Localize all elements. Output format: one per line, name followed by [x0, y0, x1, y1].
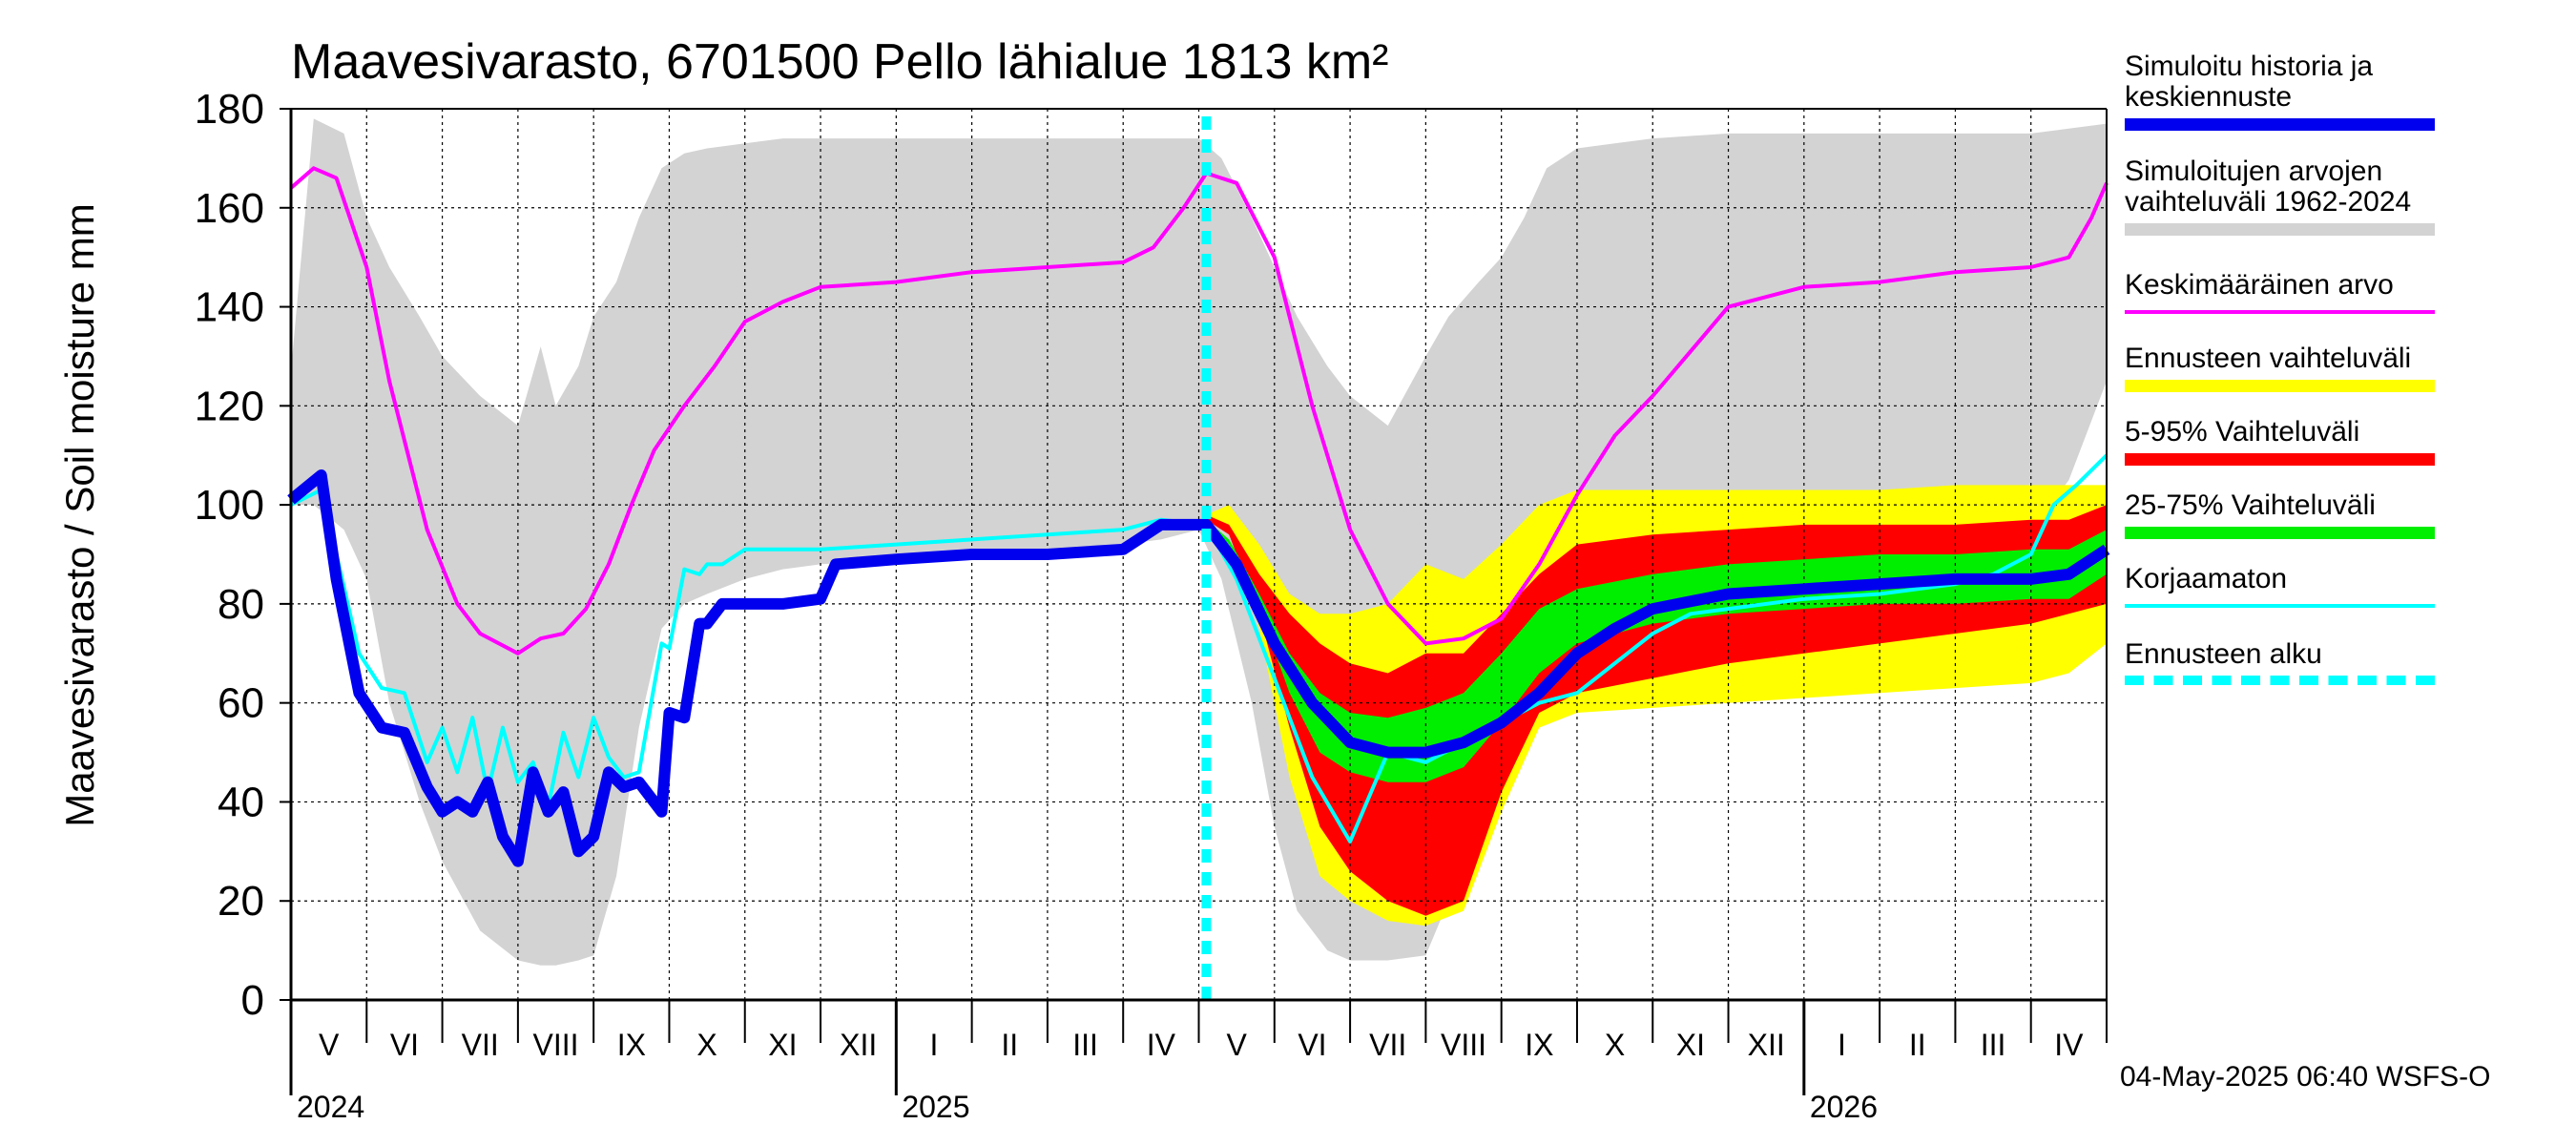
y-tick-label: 120 — [195, 383, 264, 429]
y-tick-label: 60 — [218, 680, 264, 727]
timestamp: 04-May-2025 06:40 WSFS-O — [2120, 1061, 2491, 1093]
chart-title: Maavesivarasto, 6701500 Pello lähialue 1… — [291, 34, 1388, 90]
y-tick-label: 180 — [195, 86, 264, 133]
month-label: IV — [1147, 1028, 1176, 1062]
month-label: III — [1072, 1028, 1098, 1062]
legend-label: Simuloitujen arvojen vaihteluväli 1962-2… — [2125, 156, 2412, 218]
month-label: IX — [1525, 1028, 1553, 1062]
y-tick-label: 0 — [241, 977, 264, 1024]
month-label: XI — [768, 1028, 797, 1062]
line-layer — [287, 166, 2110, 867]
month-label: V — [1226, 1028, 1247, 1062]
legend-swatch — [2125, 223, 2435, 236]
legend-item-keskim-r-inen-arvo: Keskimääräinen arvo — [2125, 269, 2564, 314]
year-label: 2024 — [297, 1090, 364, 1124]
month-label: VIII — [533, 1028, 579, 1062]
legend-swatch — [2125, 310, 2435, 314]
legend-label: 25-75% Vaihteluväli — [2125, 489, 2376, 521]
series-simuloitu-historia-ja-keskiennuste — [287, 469, 2110, 867]
y-axis-label: Maavesivarasto / Soil moisture mm — [57, 203, 102, 827]
legend-swatch — [2125, 380, 2435, 392]
y-tick-label: 80 — [218, 581, 264, 628]
legend-swatch — [2125, 453, 2435, 466]
legend-label: Ennusteen vaihteluväli — [2125, 343, 2412, 374]
month-label: X — [696, 1028, 717, 1062]
month-label: X — [1605, 1028, 1625, 1062]
y-tick-label: 20 — [218, 878, 264, 925]
month-label: XII — [840, 1028, 877, 1062]
legend-swatch — [2125, 604, 2435, 608]
legend-item-25-75-vaihteluv-li: 25-75% Vaihteluväli — [2125, 489, 2564, 539]
month-label: VIII — [1441, 1028, 1486, 1062]
legend-item-korjaamaton: Korjaamaton — [2125, 563, 2564, 608]
series-korjaamaton — [290, 453, 2109, 843]
legend-item-simuloitujen-arvojen-vaihteluv-li-1962-2024: Simuloitujen arvojen vaihteluväli 1962-2… — [2125, 156, 2564, 236]
month-label: IX — [617, 1028, 646, 1062]
month-label: I — [1838, 1028, 1846, 1062]
grid-layer — [291, 109, 2107, 1000]
legend-swatch — [2125, 118, 2435, 131]
legend-label: 5-95% Vaihteluväli — [2125, 416, 2360, 448]
legend-item-ennusteen-vaihteluv-li: Ennusteen vaihteluväli — [2125, 343, 2564, 392]
legend-swatch — [2125, 676, 2435, 685]
month-label: VI — [1298, 1028, 1326, 1062]
legend-label: Simuloitu historia ja keskiennuste — [2125, 51, 2374, 113]
month-label: XII — [1748, 1028, 1785, 1062]
month-label: VII — [1369, 1028, 1406, 1062]
month-label: III — [1981, 1028, 2006, 1062]
y-tick-label: 140 — [195, 284, 264, 331]
legend-swatch — [2125, 527, 2435, 539]
month-label: XI — [1676, 1028, 1705, 1062]
month-label: I — [930, 1028, 939, 1062]
month-label: VII — [462, 1028, 499, 1062]
series-keskim-r-inen-arvo — [289, 166, 2109, 656]
month-label: II — [1001, 1028, 1018, 1062]
legend-item-5-95-vaihteluv-li: 5-95% Vaihteluväli — [2125, 416, 2564, 466]
y-tick-label: 160 — [195, 185, 264, 232]
legend-item-simuloitu-historia-ja-keskiennuste: Simuloitu historia ja keskiennuste — [2125, 51, 2564, 131]
year-label: 2025 — [902, 1090, 969, 1124]
month-label: VI — [390, 1028, 419, 1062]
month-label: IV — [2054, 1028, 2084, 1062]
year-label: 2026 — [1810, 1090, 1878, 1124]
legend-label: Keskimääräinen arvo — [2125, 269, 2394, 301]
y-tick-label: 100 — [195, 482, 264, 529]
band-5-95-vaihteluv-li — [1206, 505, 2107, 916]
legend-label: Ennusteen alku — [2125, 638, 2322, 670]
legend-item-ennusteen-alku: Ennusteen alku — [2125, 638, 2564, 685]
y-tick-label: 40 — [218, 779, 264, 825]
month-label: II — [1909, 1028, 1926, 1062]
legend-label: Korjaamaton — [2125, 563, 2288, 594]
month-label: V — [319, 1028, 340, 1062]
